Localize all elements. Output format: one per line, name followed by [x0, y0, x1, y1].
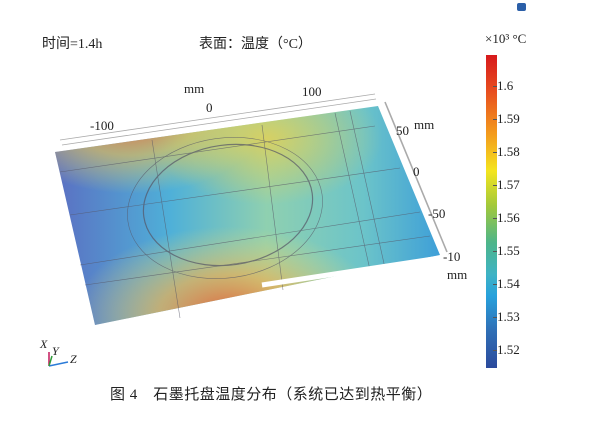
- side-tick: -50: [428, 206, 446, 221]
- plot-title: 表面：温度（°C）: [199, 37, 312, 52]
- colorbar-tick: 1.54: [493, 276, 520, 291]
- top-tick: 0: [206, 100, 213, 115]
- time-label: 时间=1.4h: [42, 37, 103, 52]
- grid-line: [79, 211, 421, 266]
- top-tick: -100: [90, 118, 114, 133]
- triad-y-label: Y: [52, 344, 59, 358]
- colorbar-tick: 1.52: [493, 342, 520, 357]
- grid-line: [151, 139, 181, 319]
- colorbar-tick: 1.53: [493, 309, 520, 324]
- colorbar-tick: 1.55: [493, 243, 520, 258]
- grid-line: [349, 110, 386, 269]
- figure-caption: 图 4 石墨托盘温度分布（系统已达到热平衡）: [110, 387, 433, 403]
- side-tick: 50: [396, 123, 409, 138]
- pocket-inner-ring: [142, 143, 314, 267]
- colorbar-tick: 1.59: [493, 111, 520, 126]
- triad-x-label: X: [40, 337, 48, 351]
- pocket-outer-ring: [127, 137, 323, 279]
- side-tick: -10: [443, 249, 461, 264]
- top-tick: 100: [302, 84, 322, 99]
- triad-z-label: Z: [70, 352, 77, 366]
- side-axis-unit: mm: [414, 117, 435, 132]
- top-axis-line: [61, 98, 377, 146]
- warm-zone: [55, 106, 440, 325]
- white-slot: [261, 255, 441, 288]
- colorbar: [486, 55, 497, 368]
- top-axis-line: [59, 93, 376, 141]
- colorbar-tick: 1.57: [493, 177, 520, 192]
- side-axis-line: [384, 101, 448, 253]
- grid-line: [261, 124, 284, 291]
- colorbar-tick: 1.6: [492, 78, 514, 93]
- top-axis-unit: mm: [184, 81, 205, 96]
- grid-line: [84, 235, 431, 286]
- grid-line: [59, 125, 376, 173]
- colorbar-tick: 1.56: [493, 210, 520, 225]
- bottom-axis-unit: mm: [447, 267, 468, 282]
- colorbar-unit: ×10³ °C: [485, 31, 527, 46]
- axis-triad: [48, 352, 69, 367]
- app-logo-icon: [517, 3, 526, 11]
- grid-line: [334, 112, 371, 271]
- side-tick: 0: [413, 164, 420, 179]
- temperature-surface-plot: [48, 93, 448, 367]
- colorbar-tick: 1.58: [493, 144, 520, 159]
- grid-line: [69, 167, 401, 216]
